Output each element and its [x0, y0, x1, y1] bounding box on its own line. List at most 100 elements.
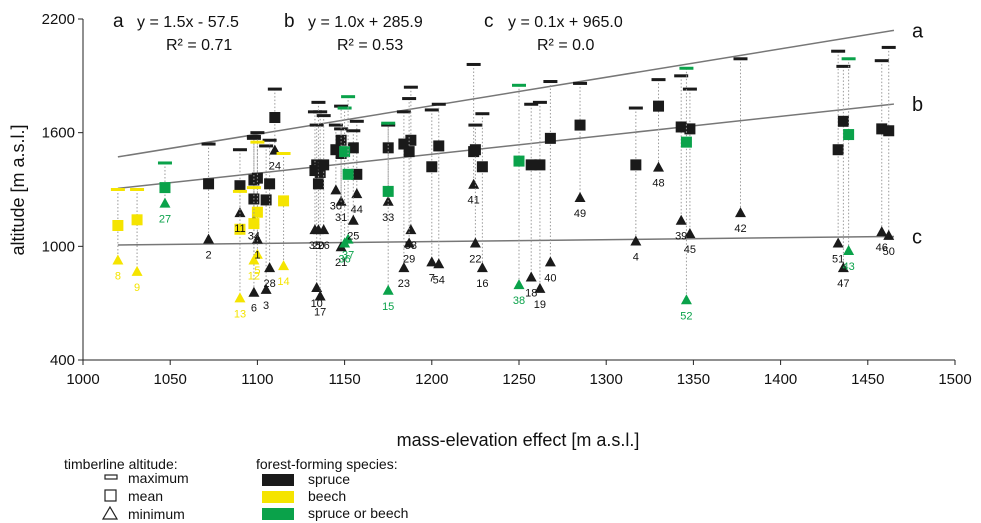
min-mark	[525, 271, 537, 282]
mean-mark	[883, 125, 895, 137]
max-mark	[403, 85, 418, 89]
point-label: 21	[335, 257, 347, 269]
point-label: 52	[680, 310, 692, 322]
min-mark	[264, 262, 276, 273]
mean-mark	[335, 134, 347, 146]
mean-mark	[544, 132, 556, 144]
regression-line-c	[117, 235, 894, 246]
x-tick-label: 1100	[241, 371, 273, 388]
max-mark	[836, 64, 851, 68]
r-squared-b: R² = 0.53	[337, 37, 403, 54]
point-label: 50	[883, 246, 895, 258]
min-mark	[342, 233, 354, 244]
max-mark	[130, 188, 145, 191]
max-mark	[424, 108, 439, 112]
mean-mark	[159, 182, 171, 194]
min-mark	[734, 207, 746, 218]
mean-mark	[318, 159, 330, 171]
point-label: 46	[876, 242, 888, 254]
max-mark	[475, 112, 490, 116]
equation-c: y = 0.1x + 965.0	[508, 14, 623, 31]
point-label: 42	[734, 223, 746, 235]
point-label: 8	[115, 270, 121, 282]
min-mark	[314, 290, 326, 301]
point-label: 31	[335, 212, 347, 224]
x-tick-label: 1450	[851, 371, 884, 388]
min-mark	[876, 226, 888, 237]
point-label: 6	[251, 303, 257, 315]
point-label: 10	[311, 298, 323, 310]
r-squared-c: R² = 0.0	[537, 37, 594, 54]
point-label: 40	[544, 272, 556, 284]
max-mark	[311, 100, 326, 104]
regression-line-b	[117, 103, 895, 190]
min-mark	[630, 235, 642, 246]
mean-mark	[248, 218, 260, 230]
max-mark	[381, 123, 396, 127]
x-tick-label: 1000	[66, 371, 99, 388]
point-label: 18	[525, 288, 537, 300]
legend-mixed-swatch	[262, 508, 294, 520]
y-tick-label: 1000	[42, 238, 75, 255]
point-label: 35	[309, 240, 321, 252]
point-label: 2	[206, 250, 212, 262]
min-mark	[398, 262, 410, 273]
point-label: 23	[398, 278, 410, 290]
regression-end-label-b: b	[912, 94, 923, 116]
max-mark	[881, 45, 896, 49]
min-mark	[476, 262, 488, 273]
point-label: 22	[469, 253, 481, 265]
point-label: 4	[633, 252, 639, 264]
max-mark	[334, 127, 349, 131]
max-mark	[201, 142, 216, 146]
min-mark	[403, 237, 415, 248]
mean-mark	[339, 146, 351, 158]
point-label: 51	[832, 253, 844, 265]
regression-end-label-a: a	[912, 20, 924, 42]
point-label: 14	[277, 276, 289, 288]
min-mark	[318, 224, 330, 235]
min-mark	[234, 292, 246, 303]
x-tick-label: 1500	[938, 371, 971, 388]
min-mark	[382, 284, 394, 295]
max-mark	[157, 161, 172, 165]
max-mark	[679, 66, 694, 70]
regression-line-a	[117, 29, 895, 158]
mean-mark	[278, 195, 290, 207]
min-mark	[684, 227, 696, 238]
min-mark	[513, 279, 525, 290]
min-mark	[468, 178, 480, 189]
legend-minimum-icon	[102, 506, 118, 520]
max-mark	[250, 140, 265, 144]
min-mark	[330, 184, 342, 195]
max-mark	[337, 106, 352, 110]
mean-mark	[347, 142, 359, 154]
point-label: 45	[684, 244, 696, 256]
min-mark	[260, 283, 272, 294]
point-label: 49	[574, 208, 586, 220]
chart-text: 1000 1050 1100 1150 1200 1250 1300 1350 1400 1450…	[8, 11, 972, 450]
max-mark	[276, 152, 291, 156]
equation-letter-a: a	[113, 11, 124, 32]
mean-mark	[525, 159, 537, 171]
point-label: 1	[254, 250, 260, 262]
mean-mark	[234, 180, 246, 192]
max-mark	[543, 80, 558, 84]
mean-mark	[382, 185, 394, 197]
legend-mixed-label: spruce or beech	[308, 505, 409, 521]
axes	[78, 18, 956, 365]
min-mark	[675, 214, 687, 225]
max-mark	[841, 57, 856, 61]
mean-mark	[312, 178, 324, 190]
mean-mark	[131, 214, 143, 226]
point-label: 5	[254, 265, 260, 277]
max-mark	[246, 136, 261, 140]
legend-altitude-title: timberline altitude:	[64, 456, 178, 472]
min-mark	[680, 294, 692, 305]
max-mark	[232, 148, 247, 152]
mean-mark	[534, 159, 546, 171]
mean-mark	[675, 121, 687, 133]
point-label: 15	[382, 301, 394, 313]
max-mark	[246, 186, 261, 190]
y-tick-label: 1600	[42, 125, 75, 142]
